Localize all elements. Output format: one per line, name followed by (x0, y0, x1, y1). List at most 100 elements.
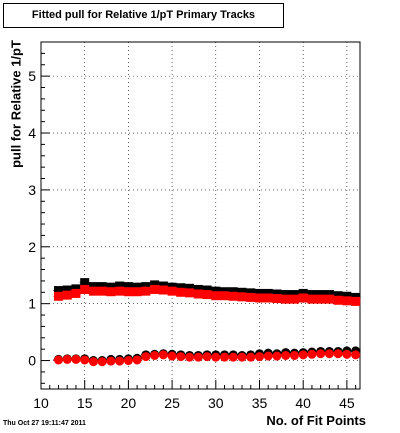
data-point (176, 283, 186, 293)
data-point (281, 290, 291, 300)
x-tick-label: 35 (252, 395, 268, 411)
data-point (298, 288, 308, 298)
x-tick-label: 10 (33, 395, 49, 411)
data-point (351, 296, 361, 306)
data-point (324, 349, 334, 359)
data-point (150, 284, 160, 294)
data-point (333, 349, 343, 359)
data-point (254, 352, 264, 362)
data-point (272, 289, 282, 299)
data-point (88, 286, 98, 296)
data-point (115, 356, 125, 366)
date-stamp: Thu Oct 27 19:11:47 2011 (3, 420, 86, 427)
data-point (289, 290, 299, 300)
y-tick-label: 4 (28, 125, 36, 141)
data-point (202, 285, 212, 295)
data-point (246, 352, 256, 362)
data-point (289, 294, 299, 304)
data-point (228, 352, 238, 362)
data-point (263, 293, 273, 303)
data-point (132, 355, 142, 365)
x-tick-label: 15 (77, 395, 93, 411)
data-point (62, 354, 72, 364)
data-point (220, 291, 230, 301)
data-point (53, 286, 63, 296)
data-point (132, 287, 142, 297)
data-point (237, 352, 247, 362)
data-point (202, 352, 212, 362)
data-point (71, 288, 81, 298)
data-point (62, 290, 72, 300)
data-point (185, 352, 195, 362)
y-tick-label: 0 (28, 353, 36, 369)
data-point (324, 290, 334, 300)
data-point (97, 282, 107, 292)
data-point (123, 282, 133, 292)
x-tick-label: 25 (164, 395, 180, 411)
data-point (289, 350, 299, 360)
data-point (316, 294, 326, 304)
x-tick-label: 30 (208, 395, 224, 411)
data-point (246, 288, 256, 298)
data-point (158, 350, 168, 360)
y-tick-label: 1 (28, 296, 36, 312)
data-point (141, 352, 151, 362)
data-point (307, 349, 317, 359)
data-point (254, 288, 264, 298)
chart-title: Fitted pull for Relative 1/pT Primary Tr… (31, 9, 256, 21)
data-point (263, 288, 273, 298)
series-4 (53, 349, 361, 367)
data-point (272, 351, 282, 361)
data-point (351, 350, 361, 360)
data-point (71, 284, 81, 294)
data-point (342, 291, 352, 301)
data-point (202, 290, 212, 300)
data-point (237, 287, 247, 297)
data-point (88, 357, 98, 367)
y-tick-label: 5 (28, 68, 36, 84)
data-point (53, 355, 63, 365)
data-point (80, 284, 90, 294)
data-point (115, 286, 125, 296)
data-point (316, 349, 326, 359)
data-point (176, 352, 186, 362)
data-point (193, 284, 203, 294)
data-point (123, 287, 133, 297)
data-point (211, 291, 221, 301)
data-point (176, 287, 186, 297)
data-point (307, 290, 317, 300)
data-point (185, 288, 195, 298)
chart-title-box: Fitted pull for Relative 1/pT Primary Tr… (3, 3, 284, 28)
data-point (263, 351, 273, 361)
data-point (88, 282, 98, 292)
data-point (123, 356, 133, 366)
data-point (141, 282, 151, 292)
y-tick-label: 2 (28, 239, 36, 255)
plot-frame (40, 41, 361, 390)
data-point (106, 356, 116, 366)
data-point (307, 294, 317, 304)
data-points (53, 278, 361, 367)
data-point (80, 355, 90, 365)
data-point (150, 280, 160, 290)
data-point (342, 349, 352, 359)
data-point (80, 278, 90, 288)
data-point (333, 295, 343, 305)
data-point (97, 357, 107, 367)
data-point (167, 286, 177, 296)
x-tick-label: 40 (295, 395, 311, 411)
data-point (237, 292, 247, 302)
data-point (316, 290, 326, 300)
data-point (185, 283, 195, 293)
data-point (53, 291, 63, 301)
data-point (228, 287, 238, 297)
data-point (281, 294, 291, 304)
data-point (254, 293, 264, 303)
data-point (97, 286, 107, 296)
data-point (272, 294, 282, 304)
data-point (167, 351, 177, 361)
data-point (193, 289, 203, 299)
data-point (211, 352, 221, 362)
